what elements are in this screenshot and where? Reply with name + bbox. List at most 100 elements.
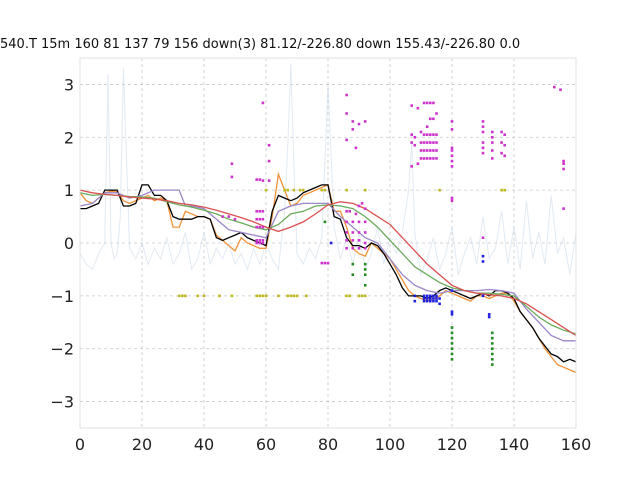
marker-olive bbox=[363, 188, 367, 192]
marker-magenta bbox=[481, 120, 485, 123]
marker-magenta bbox=[429, 157, 432, 160]
marker-magenta bbox=[429, 133, 432, 136]
marker-blue bbox=[435, 299, 438, 303]
marker-blue bbox=[425, 297, 429, 300]
marker-olive bbox=[196, 294, 200, 298]
marker-magenta bbox=[345, 93, 348, 97]
marker-blue bbox=[435, 297, 438, 300]
marker-magenta bbox=[422, 101, 426, 105]
marker-olive bbox=[177, 294, 181, 298]
marker-blue bbox=[429, 297, 432, 300]
marker-magenta bbox=[410, 165, 413, 168]
marker-magenta bbox=[410, 141, 413, 144]
marker-blue bbox=[413, 294, 417, 298]
marker-magenta bbox=[360, 202, 364, 205]
marker-magenta bbox=[435, 133, 438, 136]
marker-magenta bbox=[491, 157, 494, 160]
marker-magenta bbox=[416, 162, 420, 166]
marker-magenta bbox=[261, 101, 265, 105]
marker-magenta bbox=[267, 179, 271, 182]
series-line-black bbox=[80, 184, 577, 363]
x-tick-label: 60 bbox=[256, 435, 276, 454]
marker-magenta bbox=[348, 209, 351, 213]
marker-blue bbox=[481, 260, 485, 263]
marker-magenta bbox=[425, 101, 429, 105]
marker-olive bbox=[286, 188, 289, 192]
marker-magenta bbox=[559, 88, 562, 92]
marker-magenta bbox=[432, 141, 435, 144]
marker-olive bbox=[348, 294, 351, 298]
marker-blue bbox=[422, 297, 426, 300]
marker-blue bbox=[450, 310, 454, 314]
series-line-background bbox=[79, 63, 577, 277]
marker-magenta bbox=[345, 246, 348, 250]
marker-magenta bbox=[258, 239, 262, 242]
series-line-purple bbox=[79, 189, 576, 342]
marker-olive bbox=[286, 294, 289, 298]
marker-green-dots bbox=[450, 352, 454, 356]
marker-olive bbox=[181, 294, 184, 298]
marker-magenta bbox=[422, 133, 426, 136]
marker-magenta bbox=[435, 141, 438, 144]
marker-magenta bbox=[351, 231, 355, 234]
marker-magenta bbox=[357, 122, 361, 126]
marker-magenta bbox=[258, 225, 262, 229]
marker-magenta bbox=[221, 215, 224, 218]
marker-magenta bbox=[429, 101, 432, 105]
marker-magenta bbox=[435, 157, 438, 160]
marker-magenta bbox=[425, 133, 429, 136]
marker-magenta bbox=[422, 149, 426, 152]
marker-magenta bbox=[491, 141, 494, 144]
marker-blue bbox=[487, 315, 491, 319]
marker-olive bbox=[301, 188, 305, 192]
marker-olive bbox=[345, 188, 348, 192]
marker-magenta bbox=[413, 143, 417, 147]
marker-magenta bbox=[258, 178, 262, 181]
marker-green-dots bbox=[491, 336, 494, 340]
marker-olive bbox=[255, 294, 258, 298]
marker-magenta bbox=[351, 239, 355, 242]
marker-magenta bbox=[345, 138, 348, 142]
marker-magenta bbox=[429, 117, 432, 121]
marker-magenta bbox=[261, 239, 265, 242]
marker-magenta bbox=[481, 141, 485, 144]
marker-magenta bbox=[491, 135, 494, 139]
marker-magenta bbox=[258, 217, 262, 221]
marker-green-dots bbox=[491, 347, 494, 351]
marker-magenta bbox=[562, 207, 565, 210]
marker-blue bbox=[487, 313, 491, 316]
marker-magenta bbox=[345, 209, 348, 213]
marker-magenta bbox=[326, 261, 330, 265]
marker-blue bbox=[432, 299, 435, 303]
marker-olive bbox=[363, 294, 367, 298]
marker-olive bbox=[323, 188, 327, 192]
y-tick-label: 1 bbox=[64, 181, 74, 200]
marker-olive bbox=[360, 294, 364, 298]
marker-magenta bbox=[255, 209, 258, 213]
marker-green-dots bbox=[450, 331, 454, 335]
marker-magenta bbox=[481, 236, 485, 240]
marker-magenta bbox=[435, 112, 438, 115]
marker-magenta bbox=[562, 159, 565, 163]
marker-olive bbox=[298, 188, 302, 192]
marker-blue bbox=[422, 294, 426, 298]
marker-magenta bbox=[261, 217, 265, 221]
marker-magenta bbox=[351, 246, 355, 250]
plot-frame bbox=[79, 57, 577, 429]
marker-green-dots bbox=[363, 273, 367, 277]
marker-blue bbox=[429, 294, 432, 298]
marker-magenta bbox=[230, 175, 234, 179]
marker-magenta bbox=[357, 239, 361, 242]
marker-magenta bbox=[261, 179, 265, 182]
marker-magenta bbox=[357, 220, 361, 224]
marker-magenta bbox=[491, 130, 494, 134]
marker-green-dots bbox=[351, 262, 355, 266]
marker-blue bbox=[481, 294, 485, 298]
marker-olive bbox=[277, 294, 280, 298]
marker-green-dots bbox=[491, 342, 494, 345]
marker-magenta bbox=[432, 117, 435, 121]
marker-magenta bbox=[255, 225, 258, 229]
marker-green-dots bbox=[450, 326, 454, 329]
marker-magenta bbox=[345, 239, 348, 242]
marker-magenta bbox=[435, 149, 438, 152]
